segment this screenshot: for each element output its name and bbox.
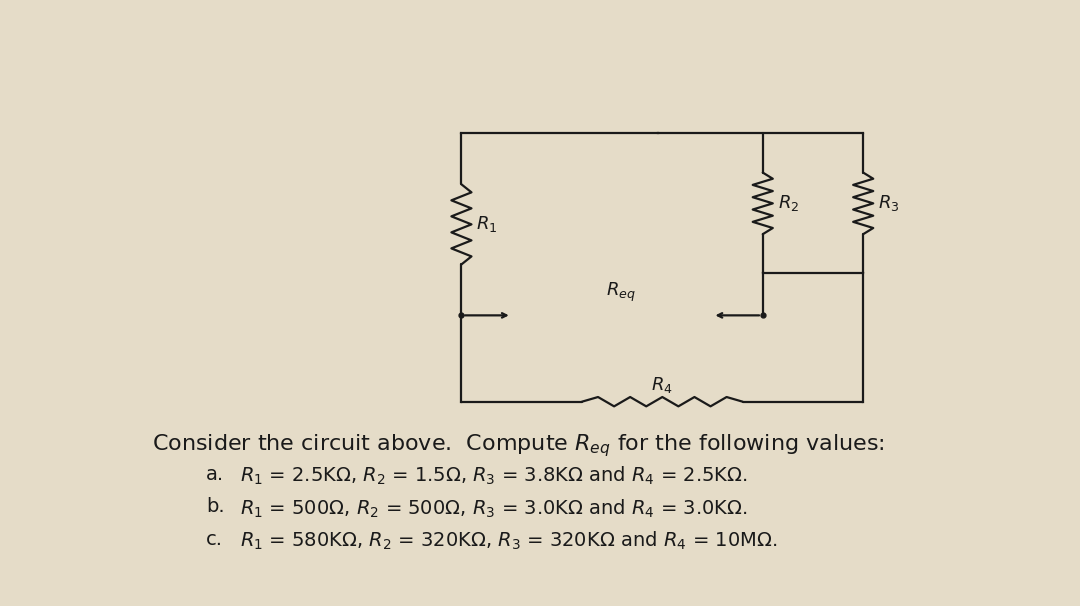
Text: $R_2$: $R_2$ (778, 193, 799, 213)
Text: Consider the circuit above.  Compute $R_{eq}$ for the following values:: Consider the circuit above. Compute $R_{… (151, 432, 885, 459)
Text: $R_1$ = 580KΩ, $R_2$ = 320KΩ, $R_3$ = 320KΩ and $R_4$ = 10MΩ.: $R_1$ = 580KΩ, $R_2$ = 320KΩ, $R_3$ = 32… (240, 530, 777, 552)
Text: c.: c. (206, 530, 224, 549)
Text: $R_1$ = 500Ω, $R_2$ = 500Ω, $R_3$ = 3.0KΩ and $R_4$ = 3.0KΩ.: $R_1$ = 500Ω, $R_2$ = 500Ω, $R_3$ = 3.0K… (240, 498, 747, 519)
Text: $R_4$: $R_4$ (651, 375, 673, 395)
Text: $R_{eq}$: $R_{eq}$ (606, 281, 635, 304)
Text: b.: b. (206, 498, 225, 516)
Text: $R_1$ = 2.5KΩ, $R_2$ = 1.5Ω, $R_3$ = 3.8KΩ and $R_4$ = 2.5KΩ.: $R_1$ = 2.5KΩ, $R_2$ = 1.5Ω, $R_3$ = 3.8… (240, 465, 747, 487)
Text: a.: a. (206, 465, 225, 484)
Text: $R_1$: $R_1$ (476, 215, 498, 235)
Text: $R_3$: $R_3$ (878, 193, 900, 213)
